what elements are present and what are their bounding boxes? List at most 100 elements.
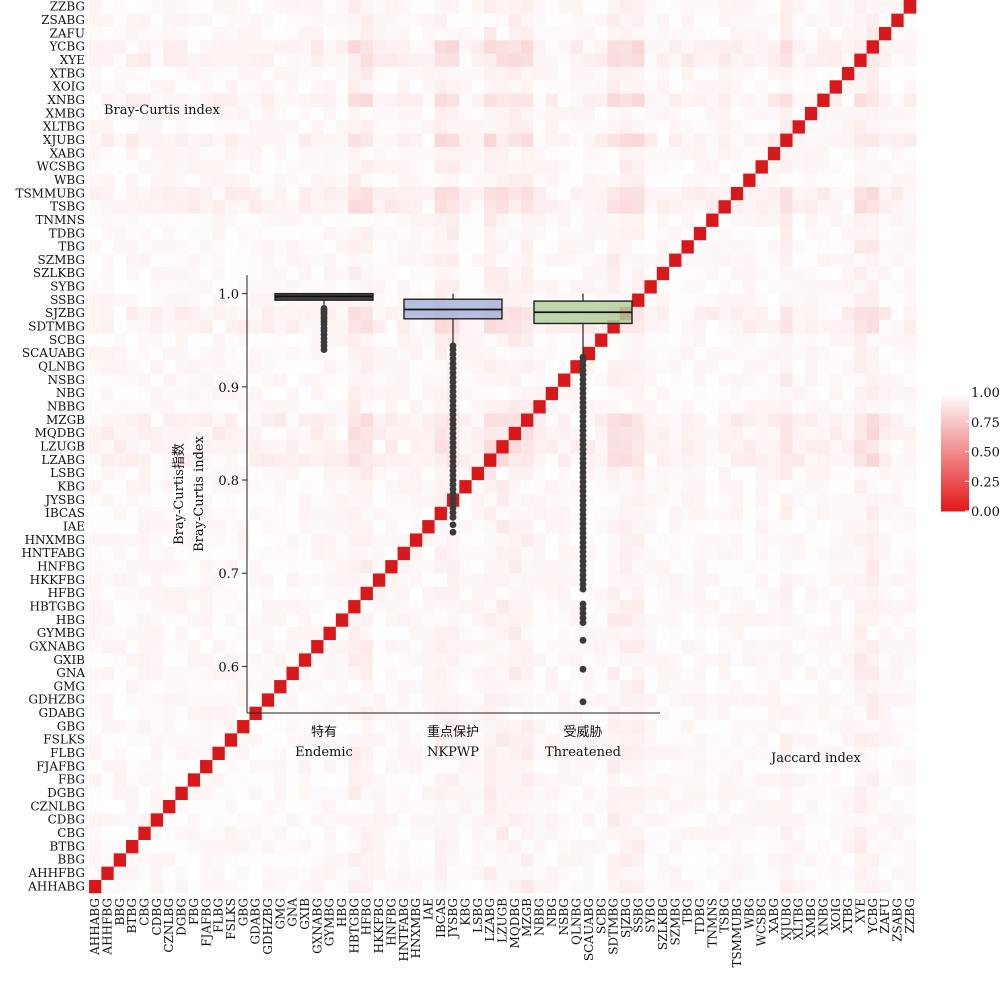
column-label: MQDBG <box>508 898 522 948</box>
heatmap-cell <box>311 106 324 121</box>
heatmap-cell <box>397 733 411 747</box>
heatmap-cell <box>792 319 806 334</box>
heatmap-cell <box>508 879 522 894</box>
heatmap-cell <box>619 493 633 507</box>
heatmap-cell <box>767 479 781 494</box>
heatmap-cell <box>693 399 707 414</box>
heatmap-cell <box>755 199 769 214</box>
heatmap-cell <box>360 146 374 161</box>
heatmap-cell <box>508 359 522 374</box>
heatmap-cell <box>792 426 806 441</box>
heatmap-cell <box>126 546 139 561</box>
heatmap-cell <box>545 199 559 214</box>
heatmap-cell <box>681 519 695 534</box>
heatmap-cell <box>138 306 152 321</box>
heatmap-cell <box>743 146 756 161</box>
heatmap-cell <box>335 639 349 654</box>
heatmap-cell <box>508 799 522 814</box>
heatmap-cell <box>866 679 880 694</box>
heatmap-cell <box>903 813 917 827</box>
heatmap-cell <box>829 626 843 641</box>
heatmap-cell <box>792 786 806 800</box>
heatmap-cell <box>496 679 509 694</box>
heatmap-cell <box>656 519 670 534</box>
heatmap-cell <box>126 226 139 241</box>
heatmap-cell <box>619 0 633 14</box>
heatmap-cell <box>298 0 312 14</box>
heatmap-cell <box>669 813 682 827</box>
column-label: GYMBG <box>323 898 337 946</box>
heatmap-cell <box>200 79 213 94</box>
heatmap-cell <box>261 666 275 681</box>
heatmap-cell <box>767 626 781 641</box>
heatmap-cell <box>261 239 275 254</box>
heatmap-cell <box>89 413 102 427</box>
heatmap-cell <box>718 93 732 107</box>
heatmap-cell <box>274 26 287 41</box>
heatmap-diagonal-cell <box>175 786 189 800</box>
heatmap-cell <box>866 586 880 601</box>
heatmap-cell <box>656 573 670 587</box>
heatmap-cell <box>866 693 880 707</box>
heatmap-cell <box>150 746 164 761</box>
heatmap-cell <box>126 613 139 627</box>
column-label: GDABG <box>249 898 263 945</box>
heatmap-cell <box>298 719 312 734</box>
heatmap-cell <box>891 733 904 747</box>
heatmap-cell <box>323 693 337 707</box>
heatmap-diagonal-cell <box>632 293 645 307</box>
heatmap-cell <box>891 133 904 147</box>
heatmap-cell <box>521 866 534 880</box>
heatmap-cell <box>508 519 522 534</box>
heatmap-cell <box>138 639 152 654</box>
heatmap-cell <box>459 853 472 867</box>
heatmap-cell <box>126 346 139 361</box>
heatmap-cell <box>644 13 658 27</box>
heatmap-cell <box>792 853 806 867</box>
heatmap-cell <box>804 159 818 174</box>
heatmap-cell <box>397 426 411 441</box>
heatmap-cell <box>372 626 386 641</box>
row-label: BBG <box>58 853 85 867</box>
heatmap-cell <box>422 279 435 294</box>
heatmap-cell <box>743 599 756 614</box>
row-label: LZABG <box>41 453 85 467</box>
heatmap-cell <box>286 186 300 201</box>
heatmap-cell <box>841 813 855 827</box>
heatmap-cell <box>780 213 793 227</box>
heatmap-cell <box>706 239 719 254</box>
heatmap-cell <box>397 413 411 427</box>
heatmap-cell <box>471 853 485 867</box>
heatmap-cell <box>743 253 756 267</box>
row-label: SJZBG <box>45 306 85 320</box>
heatmap-cell <box>891 533 904 547</box>
row-label: GXNABG <box>29 639 85 653</box>
heatmap-cell <box>570 213 584 227</box>
heatmap-cell <box>878 0 892 14</box>
heatmap-cell <box>841 386 855 401</box>
heatmap-cell <box>237 173 250 187</box>
heatmap-cell <box>607 413 621 427</box>
heatmap-cell <box>434 53 448 67</box>
heatmap-cell <box>409 0 423 14</box>
heatmap-cell <box>261 759 275 774</box>
heatmap-cell <box>126 586 139 601</box>
heatmap-cell <box>274 879 287 894</box>
heatmap-cell <box>200 319 213 334</box>
heatmap-cell <box>878 773 892 787</box>
heatmap-cell <box>730 746 744 761</box>
heatmap-cell <box>261 39 275 54</box>
legend-gradient-step <box>941 496 969 500</box>
heatmap-cell <box>360 426 374 441</box>
heatmap-cell <box>150 666 164 681</box>
heatmap-cell <box>693 373 707 387</box>
heatmap-cell <box>730 253 744 267</box>
heatmap-cell <box>743 719 756 734</box>
heatmap-cell <box>656 693 670 707</box>
heatmap-diagonal-cell <box>829 79 843 94</box>
heatmap-cell <box>804 839 818 854</box>
heatmap-cell <box>878 253 892 267</box>
heatmap-diagonal-cell <box>348 599 361 614</box>
heatmap-cell <box>767 719 781 734</box>
heatmap-cell <box>755 693 769 707</box>
